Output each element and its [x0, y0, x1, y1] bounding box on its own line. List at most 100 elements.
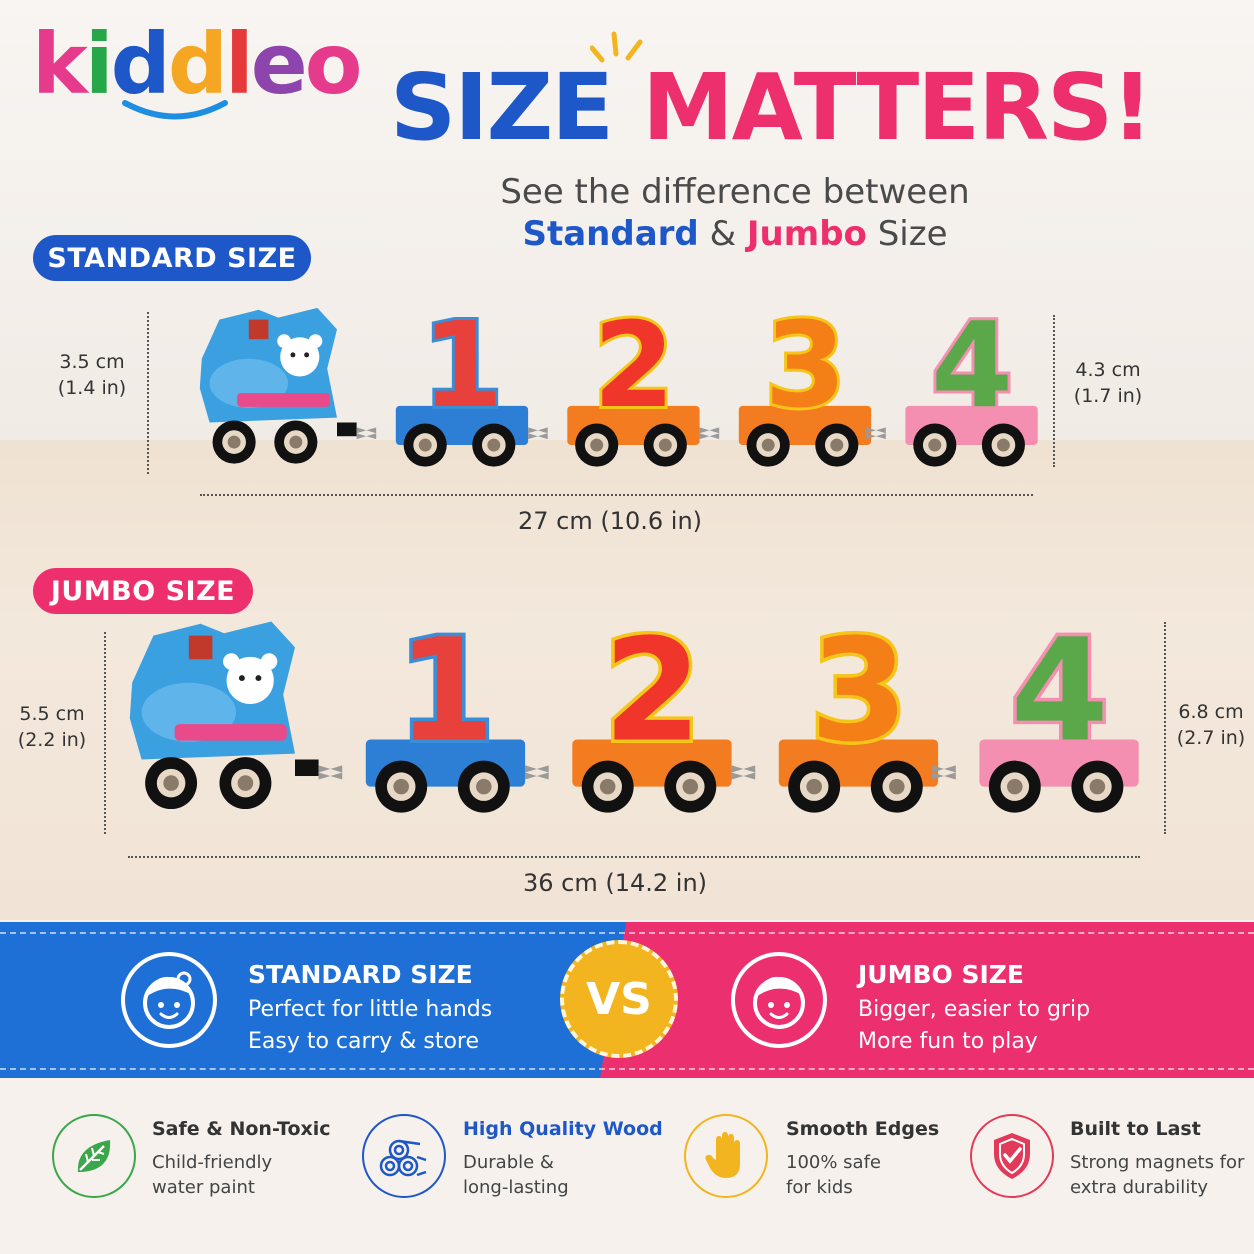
standard-right-dimension: 4.3 cm (1.7 in)	[1058, 358, 1158, 409]
train-car: 3	[699, 300, 872, 467]
train-number: 2	[593, 300, 675, 434]
train-car: 4	[932, 612, 1139, 813]
band-bottom-dash	[0, 1068, 1254, 1070]
logo-smile-icon	[122, 100, 228, 120]
jumbo-length-line	[128, 856, 1140, 858]
train-car: 2	[528, 300, 700, 467]
jumbo-compare-title: JUMBO SIZE	[858, 960, 1025, 989]
feature-title: Smooth Edges	[786, 1118, 940, 1140]
jumbo-compare-text: Bigger, easier to grip More fun to play	[858, 994, 1090, 1058]
standard-length-line	[200, 494, 1033, 496]
bear-icon	[280, 337, 320, 377]
train-car: 2	[525, 612, 732, 813]
jumbo-left-in: (2.2 in)	[17, 728, 87, 751]
feature-text: 100% safe for kids	[786, 1150, 881, 1200]
jumbo-compare-line2: More fun to play	[858, 1028, 1038, 1054]
standard-compare-line1: Perfect for little hands	[248, 997, 493, 1022]
jumbo-length: 36 cm (14.2 in)	[522, 869, 708, 897]
magnet-connector	[932, 765, 956, 780]
logo-letter: k	[32, 15, 88, 113]
logo-letter: e	[250, 15, 308, 113]
subtitle-size: Size	[877, 214, 948, 254]
jumbo-right-dimension-line	[1164, 622, 1166, 834]
magnet-connector	[318, 765, 343, 780]
jumbo-size-badge: JUMBO SIZE	[33, 568, 253, 614]
feature-line2: for kids	[786, 1177, 853, 1199]
jumbo-left-dimension: 5.5 cm (2.2 in)	[4, 702, 100, 753]
subtitle: See the difference between	[500, 172, 970, 212]
standard-compare-panel	[0, 922, 640, 1078]
feature-line2: water paint	[152, 1177, 255, 1199]
jumbo-left-dimension-line	[104, 632, 106, 834]
subtitle-comparison: Standard & Jumbo Size	[420, 214, 1050, 255]
page-title: SIZE MATTERS!	[390, 62, 1153, 154]
standard-left-dimension: 3.5 cm (1.4 in)	[40, 350, 144, 401]
feature-line1: Strong magnets for	[1070, 1152, 1245, 1173]
jumbo-right-dimension: 6.8 cm (2.7 in)	[1168, 700, 1254, 751]
feature-text: Durable & long-lasting	[463, 1150, 569, 1200]
feature-title: Safe & Non-Toxic	[152, 1118, 331, 1140]
magnet-connector	[356, 427, 377, 440]
jumbo-child-face-icon	[731, 952, 827, 1048]
feature-line2: extra durability	[1070, 1177, 1209, 1199]
train-engine	[129, 621, 319, 810]
train-car: 4	[866, 300, 1038, 467]
standard-right-cm: 4.3 cm	[1075, 359, 1141, 381]
standard-size-badge: STANDARD SIZE	[33, 235, 311, 281]
feature-line1: 100% safe	[786, 1152, 882, 1173]
shield-check-icon	[970, 1114, 1054, 1198]
standard-left-cm: 3.5 cm	[59, 351, 125, 373]
hand-icon	[684, 1114, 768, 1198]
standard-compare-text: Perfect for little hands Easy to carry &…	[248, 994, 492, 1058]
standard-left-in: (1.4 in)	[57, 376, 127, 399]
subtitle-standard: Standard	[522, 214, 699, 254]
standard-right-in: (1.7 in)	[1073, 384, 1143, 407]
train-number: 1	[397, 612, 496, 773]
jumbo-right-in: (2.7 in)	[1176, 726, 1246, 749]
magnet-connector	[528, 427, 548, 440]
standard-right-dimension-line	[1053, 315, 1055, 467]
title-matters: MATTERS!	[642, 54, 1153, 161]
logo-letter: o	[304, 15, 363, 113]
train-number: 3	[765, 300, 847, 434]
logo-letter: l	[224, 15, 254, 113]
magnet-connector	[699, 427, 720, 440]
feature-title: High Quality Wood	[463, 1118, 663, 1140]
subtitle-amp: &	[709, 214, 737, 254]
train-car: 1	[318, 612, 526, 813]
vs-badge: VS	[560, 940, 678, 1058]
feature-title: Built to Last	[1070, 1118, 1201, 1140]
train-number: 3	[810, 612, 909, 773]
bear-icon	[226, 656, 274, 705]
logo-letter: d	[110, 15, 171, 113]
jumbo-compare-line1: Bigger, easier to grip	[858, 997, 1091, 1022]
jumbo-left-cm: 5.5 cm	[19, 703, 85, 725]
train-engine	[199, 307, 357, 464]
train-number: 1	[422, 300, 504, 434]
logo-letter: d	[167, 15, 228, 113]
standard-child-face-icon	[121, 952, 217, 1048]
train-car: 1	[356, 300, 529, 467]
magnet-connector	[525, 765, 549, 780]
feature-text: Child-friendly water paint	[152, 1150, 272, 1200]
band-top-dash	[0, 932, 1254, 934]
standard-length: 27 cm (10.6 in)	[517, 507, 703, 535]
brand-logo: kiddleo	[32, 15, 363, 113]
logo-letter: i	[84, 15, 114, 113]
standard-compare-line2: Easy to carry & store	[248, 1028, 480, 1054]
sparkle-icon	[590, 31, 643, 63]
feature-line2: long-lasting	[463, 1177, 569, 1199]
feature-text: Strong magnets for extra durability	[1070, 1150, 1244, 1200]
standard-compare-title: STANDARD SIZE	[248, 960, 473, 989]
magnet-connector	[731, 765, 756, 780]
train-number: 4	[931, 300, 1013, 434]
feature-line1: Durable &	[463, 1152, 554, 1173]
train-number: 4	[1010, 612, 1109, 773]
train-car: 3	[731, 612, 939, 813]
magnet-connector	[866, 427, 886, 440]
jumbo-right-cm: 6.8 cm	[1178, 701, 1244, 723]
subtitle-jumbo: Jumbo	[746, 214, 867, 254]
train-number: 2	[603, 612, 702, 773]
